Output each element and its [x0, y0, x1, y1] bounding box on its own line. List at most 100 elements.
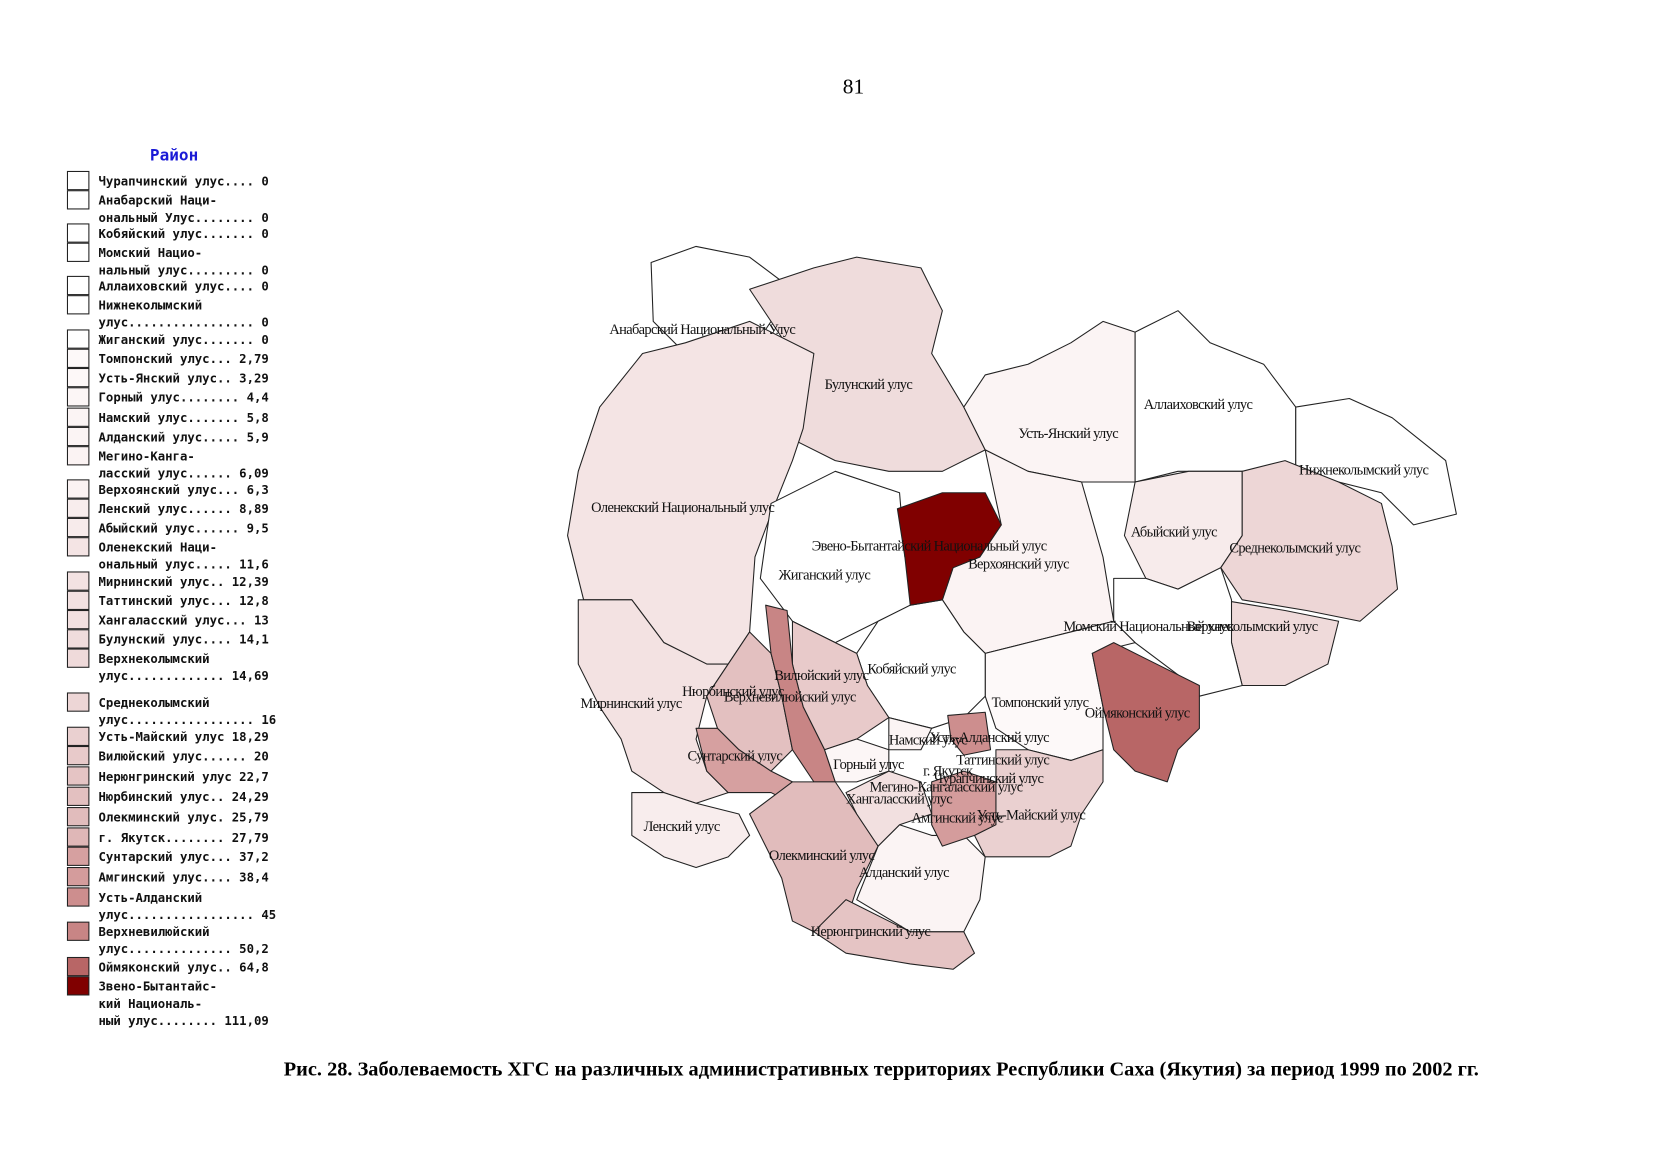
- region-label: Нерюнгринский улус: [811, 924, 931, 940]
- region-label: Мирнинский улус: [580, 696, 681, 712]
- region-label: Сунтарский улус: [688, 748, 783, 764]
- legend-label: Таттинский улус... 12,8: [99, 594, 269, 608]
- region: [947, 711, 992, 756]
- legend-label: улус................. 45: [99, 908, 277, 922]
- legend-label: Усть-Янский улус.. 3,29: [99, 371, 269, 385]
- legend-label: Мегино-Канга-: [99, 450, 195, 464]
- legend-label: Момский Нацио-: [99, 246, 203, 260]
- region: [631, 792, 751, 869]
- legend-label: Верхнеколымский: [99, 652, 210, 666]
- legend-swatch: [66, 387, 90, 407]
- page-number: 81: [843, 74, 864, 98]
- legend-swatch: [66, 348, 90, 368]
- region: [931, 770, 997, 847]
- legend-swatch: [66, 807, 90, 827]
- legend-swatch: [66, 866, 90, 887]
- region-label: Олекминский улус: [769, 848, 874, 864]
- legend-swatch: [66, 786, 90, 806]
- region-label: Оленекский Национальный улус: [591, 500, 774, 516]
- legend-swatch: [66, 498, 90, 518]
- region-label: Булунский улус: [825, 377, 913, 393]
- legend-label: Нерюнгринский улус 22,7: [99, 770, 269, 784]
- legend-swatch: [66, 692, 90, 712]
- region: [1091, 642, 1200, 783]
- region-label: Абыйский улус: [1131, 525, 1217, 541]
- legend-swatch: [66, 846, 90, 866]
- legend-label: Чурапчинский улус.... 0: [99, 174, 269, 188]
- legend-label: ональный улус..... 11,6: [99, 558, 269, 572]
- legend-label: Нюрбинский улус.. 24,29: [99, 790, 269, 804]
- legend-label: Жиганский улус....... 0: [99, 333, 269, 347]
- legend-swatch: [66, 242, 90, 262]
- legend-swatch: [66, 407, 90, 427]
- region-label: Эвено-Бытантайский Национальный улус: [812, 539, 1047, 555]
- legend-label: ный улус........ 111,09: [99, 1014, 269, 1028]
- region-label: г. Якутск: [923, 763, 974, 779]
- legend-label: Хангаласский улус... 13: [99, 613, 269, 627]
- legend-label: ласский улус...... 6,09: [99, 467, 269, 481]
- region-label: Усть-Майский улус: [977, 807, 1086, 823]
- legend-swatch: [66, 726, 90, 746]
- legend-label: Аллаиховский улус.... 0: [99, 279, 269, 293]
- legend-swatch: [66, 537, 90, 557]
- caption: Рис. 28. Заболеваемость ХГС на различных…: [284, 1058, 1479, 1080]
- legend-label: г. Якутск........ 27,79: [99, 831, 269, 845]
- region-label: Намский улус: [889, 732, 967, 748]
- legend-label: Абыйский улус...... 9,5: [99, 521, 269, 535]
- legend-label: улус................. 0: [99, 316, 269, 330]
- legend-swatch: [66, 367, 90, 388]
- legend-swatch: [66, 329, 90, 349]
- legend-label: Среднеколымский: [99, 696, 210, 710]
- legend-swatch: [66, 766, 90, 786]
- legend-swatch: [66, 921, 90, 941]
- region-label: Верхневилюйский улус: [724, 690, 856, 706]
- legend-swatch: [66, 223, 90, 243]
- legend-label: Намский улус....... 5,8: [99, 411, 269, 425]
- region-label: Хангаласский улус: [846, 791, 952, 807]
- legend-swatch: [66, 590, 90, 610]
- region-label: Алданский улус: [859, 865, 949, 881]
- region: [845, 770, 933, 847]
- region-label: Вилюйский улус: [774, 668, 868, 684]
- legend: Чурапчинский улус.... 0 Анабарский Наци-о…: [66, 170, 277, 1028]
- legend-label: Анабарский Наци-: [99, 194, 217, 208]
- region-label: Мегино-Кангаласский улус: [870, 780, 1023, 796]
- legend-swatch: [66, 295, 90, 315]
- map: Анабарский Национальный Улус Булунский ул…: [567, 245, 1457, 970]
- legend-label: кий Националь-: [99, 997, 203, 1011]
- region-label: Нюрбинский улус: [682, 684, 784, 700]
- legend-label: улус............. 14,69: [99, 669, 269, 683]
- region: [856, 824, 986, 933]
- region-label: Анабарский Национальный Улус: [609, 322, 795, 338]
- legend-swatch: [66, 479, 90, 499]
- legend-label: Верхневилюйский: [99, 925, 210, 939]
- region-label: Томпонский улус: [992, 695, 1089, 711]
- region-label: Горный улус: [833, 757, 904, 773]
- legend-label: Сунтарский улус... 37,2: [99, 850, 269, 864]
- legend-title: Район: [150, 146, 198, 165]
- legend-label: улус................. 16: [99, 713, 277, 727]
- region: [888, 717, 933, 751]
- legend-label: Вилюйский улус...... 20: [99, 749, 269, 763]
- legend-label: Усть-Майский улус 18,29: [99, 730, 269, 744]
- legend-label: Амгинский улус.... 38,4: [99, 870, 269, 884]
- legend-swatch: [66, 956, 90, 977]
- legend-label: Оймяконский улус.. 64,8: [99, 960, 269, 974]
- region: [1220, 460, 1399, 622]
- region-label: Ленский улус: [644, 819, 720, 835]
- legend-label: Усть-Алданский: [99, 891, 203, 905]
- legend-label: Булунский улус.... 14,1: [99, 633, 269, 647]
- legend-swatch: [66, 170, 90, 191]
- region-label: Амгинский улус: [911, 811, 1003, 827]
- region-label: Усть-Янский улус: [1018, 426, 1118, 442]
- legend-label: Алданский улус..... 5,9: [99, 430, 269, 444]
- region-label: Таттинский улус: [956, 753, 1049, 769]
- legend-label: Верхоянский улус... 6,3: [99, 483, 269, 497]
- legend-swatch: [66, 609, 90, 630]
- region-label: Оймяконский улус: [1085, 706, 1190, 722]
- legend-swatch: [66, 827, 90, 847]
- legend-swatch: [66, 887, 90, 907]
- legend-swatch: [66, 976, 90, 996]
- legend-label: Оленекский Наци-: [99, 541, 217, 555]
